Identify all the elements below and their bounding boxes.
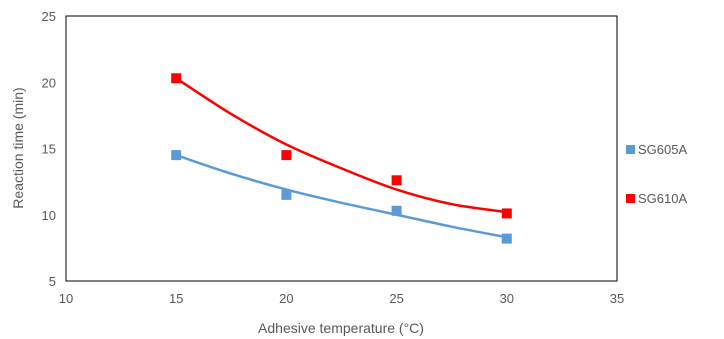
- legend-marker-sg605a: [626, 145, 635, 154]
- data-point-sg610a: [171, 73, 182, 84]
- y-tick-label: 20: [42, 75, 56, 90]
- data-point-sg605a: [391, 205, 402, 216]
- data-point-sg605a: [281, 189, 292, 200]
- x-tick-label: 10: [59, 291, 73, 306]
- data-point-sg605a: [171, 150, 182, 161]
- y-axis-tick-labels: 5 10 15 20 25: [42, 9, 56, 289]
- x-axis-title: Adhesive temperature (°C): [258, 320, 424, 336]
- x-tick-label: 25: [389, 291, 403, 306]
- x-tick-label: 30: [500, 291, 514, 306]
- y-tick-label: 25: [42, 9, 56, 24]
- y-tick-label: 5: [49, 274, 56, 289]
- y-axis-title: Reaction time (min): [10, 87, 26, 208]
- data-point-sg605a: [501, 233, 512, 244]
- x-axis-tick-labels: 10 15 20 25 30 35: [59, 291, 624, 306]
- data-point-sg610a: [501, 208, 512, 219]
- plot-area-border: [65, 15, 618, 282]
- x-tick-label: 15: [169, 291, 183, 306]
- data-points: [171, 73, 512, 244]
- trendlines: [175, 77, 508, 239]
- y-tick-label: 10: [42, 208, 56, 223]
- data-point-sg610a: [391, 175, 402, 186]
- data-point-sg610a: [281, 150, 292, 161]
- trendline-sg605a: [175, 153, 508, 239]
- y-tick-label: 15: [42, 142, 56, 157]
- x-tick-label: 35: [610, 291, 624, 306]
- legend-label-sg605a: SG605A: [638, 142, 687, 157]
- legend: SG605A SG610A: [626, 142, 687, 206]
- x-tick-label: 20: [279, 291, 293, 306]
- legend-label-sg610a: SG610A: [638, 191, 687, 206]
- trendline-sg610a: [175, 77, 507, 214]
- legend-marker-sg610a: [626, 194, 635, 203]
